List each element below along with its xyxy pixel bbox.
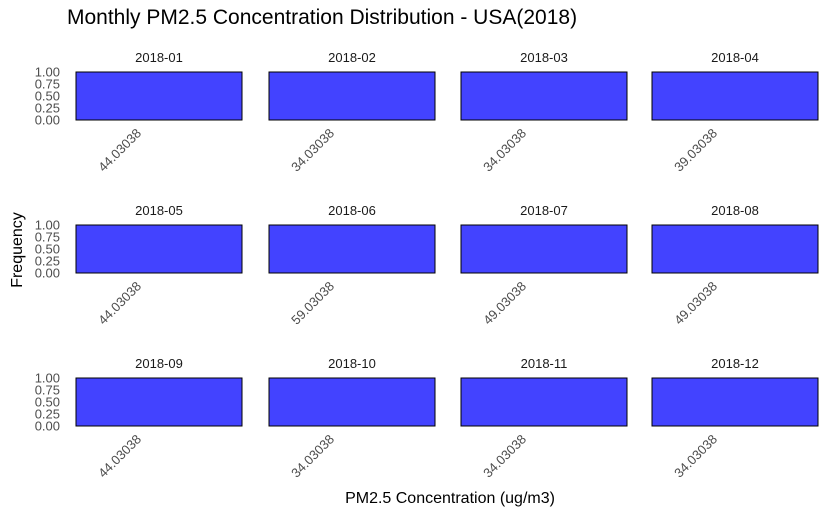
y-tick-label: 1.00 [35, 218, 60, 233]
x-tick-label: 49.03038 [480, 279, 529, 328]
y-tick-label: 1.00 [35, 65, 60, 80]
facet-panel-2018-04: 2018-04 39.03038 [651, 50, 819, 175]
x-tick-label: 59.03038 [288, 279, 337, 328]
y-tick-label: 0.50 [35, 395, 60, 410]
y-tick-label: 0.50 [35, 242, 60, 257]
facet-panel-2018-12: 2018-12 34.03038 [651, 356, 819, 481]
x-axis-label: PM2.5 Concentration (ug/m3) [345, 490, 555, 507]
x-tick-label: 44.03038 [95, 126, 144, 175]
histogram-bar [460, 224, 628, 274]
facet-strip-label: 2018-05 [135, 203, 183, 218]
facet-strip-label: 2018-08 [711, 203, 759, 218]
facet-strip-label: 2018-04 [711, 50, 759, 65]
facet-strip-label: 2018-09 [135, 356, 183, 371]
histogram-bar [268, 71, 436, 121]
facet-panel-2018-10: 2018-10 34.03038 [268, 356, 436, 481]
facet-panel-2018-05: 2018-05 44.03038 0.000.250.500.751.00 [35, 203, 243, 328]
facet-strip-label: 2018-03 [520, 50, 568, 65]
facet-panel-2018-01: 2018-01 44.03038 0.000.250.500.751.00 [35, 50, 243, 175]
facet-strip-label: 2018-02 [328, 50, 376, 65]
y-tick-label: 0.75 [35, 383, 60, 398]
chart-title: Monthly PM2.5 Concentration Distribution… [67, 6, 578, 29]
histogram-bar [75, 377, 243, 427]
histogram-bar [651, 71, 819, 121]
histogram-bar [268, 377, 436, 427]
x-tick-label: 34.03038 [480, 432, 529, 481]
y-tick-label: 0.50 [35, 89, 60, 104]
facet-strip-label: 2018-12 [711, 356, 759, 371]
y-tick-label: 0.00 [35, 419, 60, 434]
y-tick-label: 0.25 [35, 407, 60, 422]
x-tick-label: 34.03038 [288, 126, 337, 175]
facet-panel-2018-09: 2018-09 44.03038 0.000.250.500.751.00 [35, 356, 243, 481]
facet-panel-2018-06: 2018-06 59.03038 [268, 203, 436, 328]
facet-strip-label: 2018-11 [521, 356, 568, 371]
facet-panel-2018-08: 2018-08 49.03038 [651, 203, 819, 328]
y-tick-label: 0.00 [35, 266, 60, 281]
facet-panel-2018-11: 2018-11 34.03038 [460, 356, 628, 481]
facet-panel-2018-07: 2018-07 49.03038 [460, 203, 628, 328]
histogram-bar [651, 377, 819, 427]
facet-panel-2018-02: 2018-02 34.03038 [268, 50, 436, 175]
y-tick-label: 0.25 [35, 254, 60, 269]
histogram-bar [75, 71, 243, 121]
x-tick-label: 49.03038 [671, 279, 720, 328]
histogram-bar [75, 224, 243, 274]
y-tick-label: 0.00 [35, 113, 60, 128]
y-tick-label: 0.25 [35, 101, 60, 116]
histogram-bar [460, 377, 628, 427]
x-tick-label: 34.03038 [480, 126, 529, 175]
x-tick-label: 39.03038 [671, 126, 720, 175]
y-tick-label: 0.75 [35, 77, 60, 92]
x-tick-label: 44.03038 [95, 432, 144, 481]
histogram-bar [460, 71, 628, 121]
x-tick-label: 34.03038 [288, 432, 337, 481]
facet-panel-2018-03: 2018-03 34.03038 [460, 50, 628, 175]
histogram-bar [268, 224, 436, 274]
facet-strip-label: 2018-10 [328, 356, 376, 371]
y-tick-label: 1.00 [35, 371, 60, 386]
facet-strip-label: 2018-06 [328, 203, 376, 218]
facet-strip-label: 2018-07 [520, 203, 568, 218]
facet-strip-label: 2018-01 [135, 50, 183, 65]
x-tick-label: 44.03038 [95, 279, 144, 328]
histogram-bar [651, 224, 819, 274]
y-tick-label: 0.75 [35, 230, 60, 245]
x-tick-label: 34.03038 [671, 432, 720, 481]
